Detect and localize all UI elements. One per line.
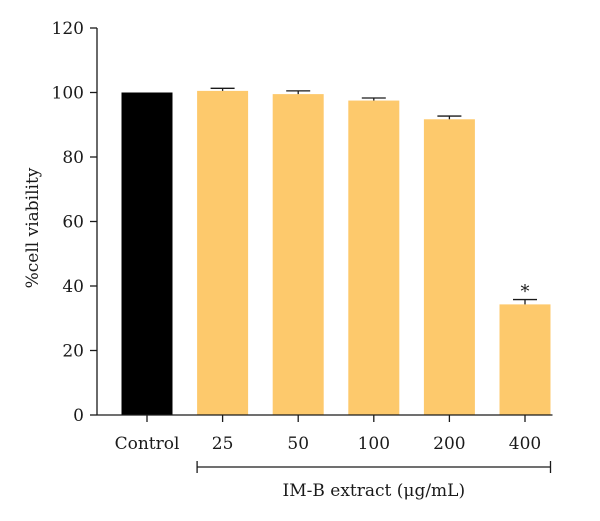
y-tick-label: 120 — [52, 19, 84, 39]
group-bracket: IM-B extract (μg/mL) — [196, 461, 552, 501]
y-tick-label: 100 — [52, 84, 84, 104]
x-tick-label: Control — [115, 434, 180, 454]
x-axis: Control 25 50 100 200 400 — [97, 414, 553, 454]
bar — [197, 90, 249, 415]
bar — [423, 119, 475, 415]
y-tick-label: 60 — [62, 213, 84, 233]
significance-marker: * — [521, 282, 530, 303]
bar — [499, 304, 551, 415]
group-label: IM-B extract (μg/mL) — [283, 481, 466, 501]
y-tick-label: 0 — [73, 406, 84, 426]
bar — [272, 94, 324, 416]
x-tick-label: 25 — [212, 434, 234, 454]
x-tick-label: 200 — [433, 434, 465, 454]
bar — [121, 92, 173, 415]
y-tick-label: 40 — [62, 277, 84, 297]
y-axis: 0 20 40 60 80 100 120 — [52, 19, 98, 426]
bar — [348, 100, 400, 415]
y-axis-title: %cell viability — [23, 167, 43, 288]
x-tick-label: 100 — [358, 434, 390, 454]
y-tick-label: 80 — [62, 148, 84, 168]
y-tick-label: 20 — [62, 342, 84, 362]
x-tick-label: 400 — [509, 434, 541, 454]
x-tick-label: 50 — [287, 434, 309, 454]
bars: * — [121, 87, 551, 416]
